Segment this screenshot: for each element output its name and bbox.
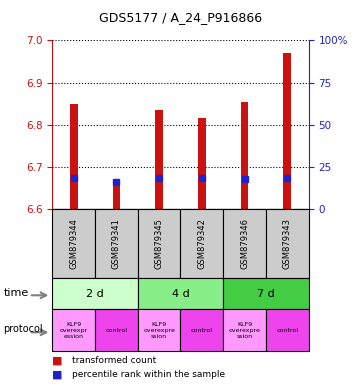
Bar — [52, 209, 95, 278]
Bar — [52, 309, 95, 351]
Text: GSM879342: GSM879342 — [197, 218, 206, 269]
Bar — [95, 309, 138, 351]
Bar — [138, 209, 180, 278]
Text: GDS5177 / A_24_P916866: GDS5177 / A_24_P916866 — [99, 12, 262, 25]
Text: ■: ■ — [52, 369, 63, 379]
Bar — [95, 209, 138, 278]
Bar — [52, 278, 138, 309]
Bar — [223, 278, 309, 309]
Text: 2 d: 2 d — [86, 289, 104, 299]
Bar — [70, 104, 78, 209]
Bar — [113, 186, 120, 209]
Text: GSM879341: GSM879341 — [112, 218, 121, 269]
Text: 7 d: 7 d — [257, 289, 275, 299]
Text: protocol: protocol — [4, 324, 43, 334]
Text: GSM879345: GSM879345 — [155, 218, 164, 269]
Text: ■: ■ — [52, 355, 63, 365]
Bar — [241, 102, 248, 209]
Bar — [155, 110, 163, 209]
Text: GSM879343: GSM879343 — [283, 218, 292, 269]
Text: time: time — [4, 288, 29, 298]
Text: control: control — [276, 328, 298, 333]
Text: transformed count: transformed count — [72, 356, 156, 365]
Text: 4 d: 4 d — [171, 289, 190, 299]
Bar — [138, 278, 223, 309]
Text: KLF9
overexpre
ssion: KLF9 overexpre ssion — [143, 322, 175, 339]
Text: percentile rank within the sample: percentile rank within the sample — [72, 370, 225, 379]
Text: GSM879346: GSM879346 — [240, 218, 249, 269]
Bar — [180, 309, 223, 351]
Bar — [266, 309, 309, 351]
Bar — [266, 209, 309, 278]
Bar — [138, 309, 180, 351]
Text: control: control — [191, 328, 213, 333]
Text: KLF9
overexpre
ssion: KLF9 overexpre ssion — [229, 322, 261, 339]
Bar — [180, 209, 223, 278]
Bar — [223, 309, 266, 351]
Bar — [283, 53, 291, 209]
Text: KLF9
overexpr
ession: KLF9 overexpr ession — [60, 322, 88, 339]
Text: GSM879344: GSM879344 — [69, 218, 78, 269]
Text: control: control — [105, 328, 127, 333]
Bar — [198, 119, 206, 209]
Bar — [223, 209, 266, 278]
